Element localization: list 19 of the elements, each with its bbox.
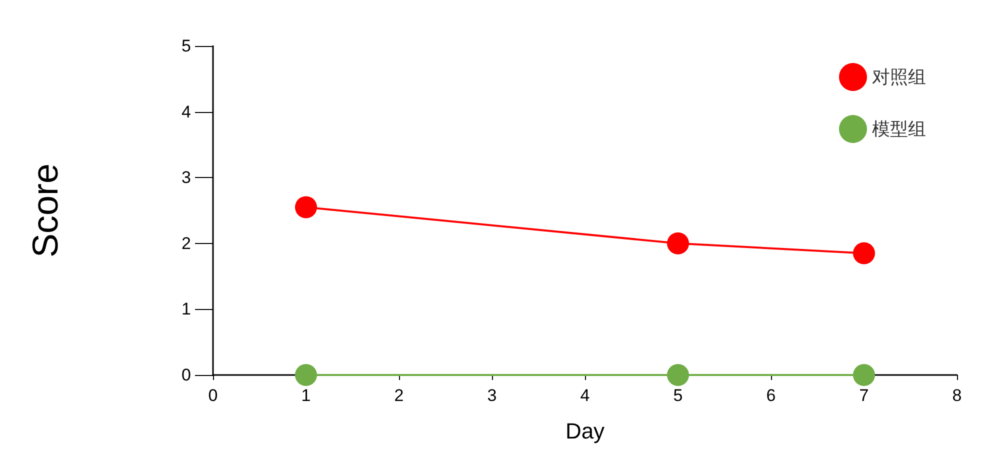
y-tick-label: 1 [182,300,191,319]
y-axis-title: Score [24,163,66,258]
x-tick-label: 0 [208,386,218,405]
x-tick-label: 3 [487,386,497,405]
legend-label: 模型组 [872,119,926,139]
x-tick-label: 6 [766,386,776,405]
x-tick-label: 8 [952,386,962,405]
y-tick-label: 0 [182,366,191,384]
y-tick-label: 3 [182,168,191,188]
legend-label: 对照组 [872,67,926,87]
x-tick-label: 5 [673,386,683,405]
x-tick-label: 7 [859,386,869,405]
y-tick-label: 4 [182,102,191,122]
x-tick-label: 1 [301,386,311,405]
x-tick-label: 4 [580,386,590,405]
y-tick-label: 2 [182,234,191,253]
y-tick-label: 5 [182,36,191,56]
x-axis-title: Day [565,418,605,444]
x-tick-label: 2 [394,386,404,405]
